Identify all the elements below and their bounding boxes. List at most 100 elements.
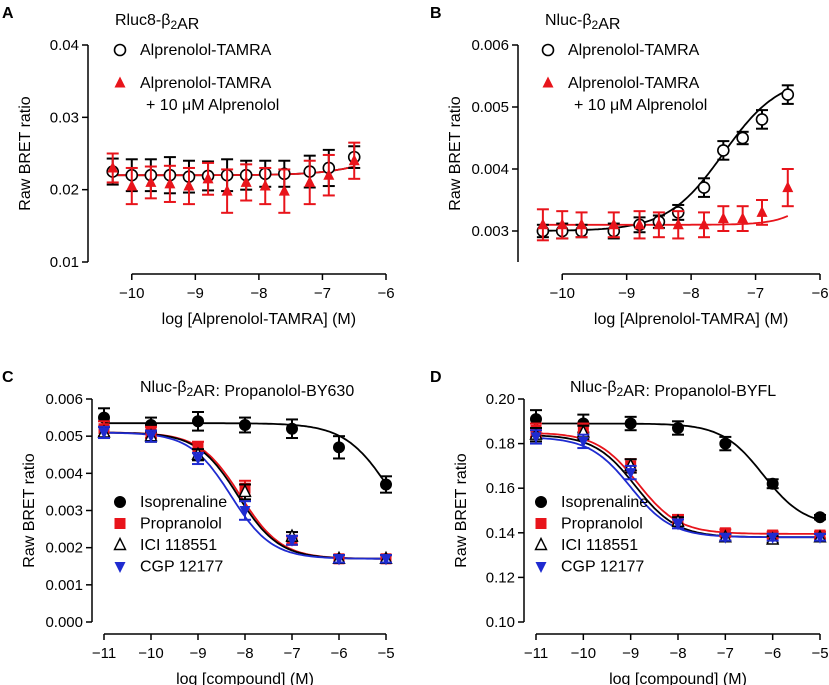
data-point (634, 218, 646, 230)
data-point (239, 419, 251, 432)
data-point (333, 554, 345, 566)
y-axis-label: Raw BRET ratio (21, 453, 38, 568)
x-axis-label: log [Alprenolol-TAMRA] (M) (162, 311, 356, 328)
y-tick-label: 0.01 (50, 254, 79, 271)
x-tick-label: −9 (622, 645, 639, 662)
x-tick-label: −10 (138, 645, 163, 662)
y-tick-label: 0.04 (50, 37, 79, 54)
legend-label: Alprenolol-TAMRA (568, 42, 700, 59)
y-tick-label: 0.000 (45, 614, 83, 631)
legend-label: + 10 μM Alprenolol (574, 97, 707, 114)
legend-marker (535, 562, 547, 573)
legend-label: ICI 118551 (561, 537, 638, 554)
legend-label: CGP 12177 (561, 559, 644, 576)
legend-label: Alprenolol-TAMRA (140, 75, 272, 92)
data-point (653, 218, 665, 230)
panel-title-part: Nluc-β (140, 379, 187, 396)
data-point (719, 437, 732, 450)
x-axis-label: log [Alprenolol-TAMRA] (M) (594, 311, 788, 328)
y-tick-label: 0.20 (486, 391, 515, 408)
legend-label: CGP 12177 (140, 559, 223, 576)
panel-letter: C (2, 369, 14, 386)
legend-marker (113, 536, 127, 551)
data-point (736, 131, 749, 145)
legend-marker (541, 43, 555, 57)
y-tick-label: 0.02 (50, 182, 79, 199)
panel-title-subscript: 2 (592, 18, 599, 32)
x-tick-label: −6 (811, 285, 828, 302)
panel-title-subscript: 2 (170, 18, 177, 32)
data-point (697, 181, 711, 194)
y-tick-label: 0.14 (486, 525, 515, 542)
data-point (717, 144, 730, 157)
data-point (767, 532, 779, 544)
legend-label: Isoprenaline (140, 494, 227, 511)
legend-marker (114, 562, 126, 573)
legend-label: Alprenolol-TAMRA (140, 42, 272, 59)
legend-label: Propranolol (561, 516, 643, 533)
data-point (286, 535, 298, 547)
legend-marker (534, 536, 548, 551)
y-tick-label: 0.003 (45, 503, 83, 520)
x-tick-label: −8 (250, 285, 267, 302)
data-point (576, 218, 588, 230)
data-point (556, 218, 568, 230)
data-point (624, 417, 637, 430)
data-point (672, 519, 684, 531)
panel-title-part: AR: Propanolol-BY630 (193, 383, 354, 400)
legend-marker (113, 43, 127, 57)
y-tick-label: 0.003 (471, 223, 509, 240)
x-tick-label: −7 (314, 285, 331, 302)
panel-letter: B (430, 5, 442, 22)
data-point (98, 427, 110, 439)
data-point (380, 478, 392, 491)
legend-label: Alprenolol-TAMRA (568, 75, 700, 92)
panel-title-subscript: 2 (617, 385, 624, 399)
data-point (239, 506, 251, 517)
x-tick-label: −11 (524, 645, 548, 662)
panel-title: Nluc-β2AR: Propanolol-BY630 (140, 379, 354, 400)
y-axis-label: Raw BRET ratio (447, 96, 464, 211)
data-point (737, 212, 749, 224)
panel-title-part: AR (177, 16, 199, 33)
panel-D: D Nluc-β2AR: Propanolol-BYFL 0.10 0.12 0.14 0… (430, 369, 829, 685)
data-point (221, 184, 233, 196)
data-point (323, 168, 335, 180)
panel-title-part: Nluc-β (570, 379, 617, 396)
x-tick-label: −9 (187, 285, 204, 302)
x-tick-label: −6 (377, 285, 394, 302)
panel-title-part: AR (598, 16, 620, 33)
data-point (278, 184, 290, 196)
panel-title: Nluc-β2AR (545, 12, 620, 33)
x-tick-label: −7 (747, 285, 764, 302)
panel-title-part: Rluc8-β (115, 12, 170, 29)
x-tick-label: −7 (717, 645, 734, 662)
y-tick-label: 0.002 (45, 540, 83, 557)
x-tick-label: −8 (669, 645, 686, 662)
data-point (530, 432, 542, 444)
legend-marker (114, 496, 126, 508)
x-tick-label: −10 (119, 285, 144, 302)
x-tick-label: −11 (92, 645, 116, 662)
data-point (577, 436, 589, 448)
data-point (814, 511, 826, 524)
y-tick-label: 0.005 (45, 428, 83, 445)
panel-title-part: AR: Propanolol-BYFL (623, 383, 776, 400)
data-point (259, 179, 271, 191)
legend-label: + 10 μM Alprenolol (146, 97, 279, 114)
data-point (672, 421, 684, 434)
y-axis-label: Raw BRET ratio (453, 453, 470, 568)
y-tick-label: 0.03 (50, 109, 79, 126)
x-tick-label: −5 (377, 645, 394, 662)
data-point (145, 175, 157, 187)
x-tick-label: −10 (549, 285, 574, 302)
panel-title-subscript: 2 (187, 385, 194, 399)
legend-marker (535, 518, 547, 529)
data-point (814, 532, 826, 544)
y-tick-label: 0.004 (471, 161, 509, 178)
data-point (698, 218, 710, 230)
panel-letter: A (2, 5, 14, 22)
data-point (537, 218, 549, 230)
x-tick-label: −5 (811, 645, 828, 662)
